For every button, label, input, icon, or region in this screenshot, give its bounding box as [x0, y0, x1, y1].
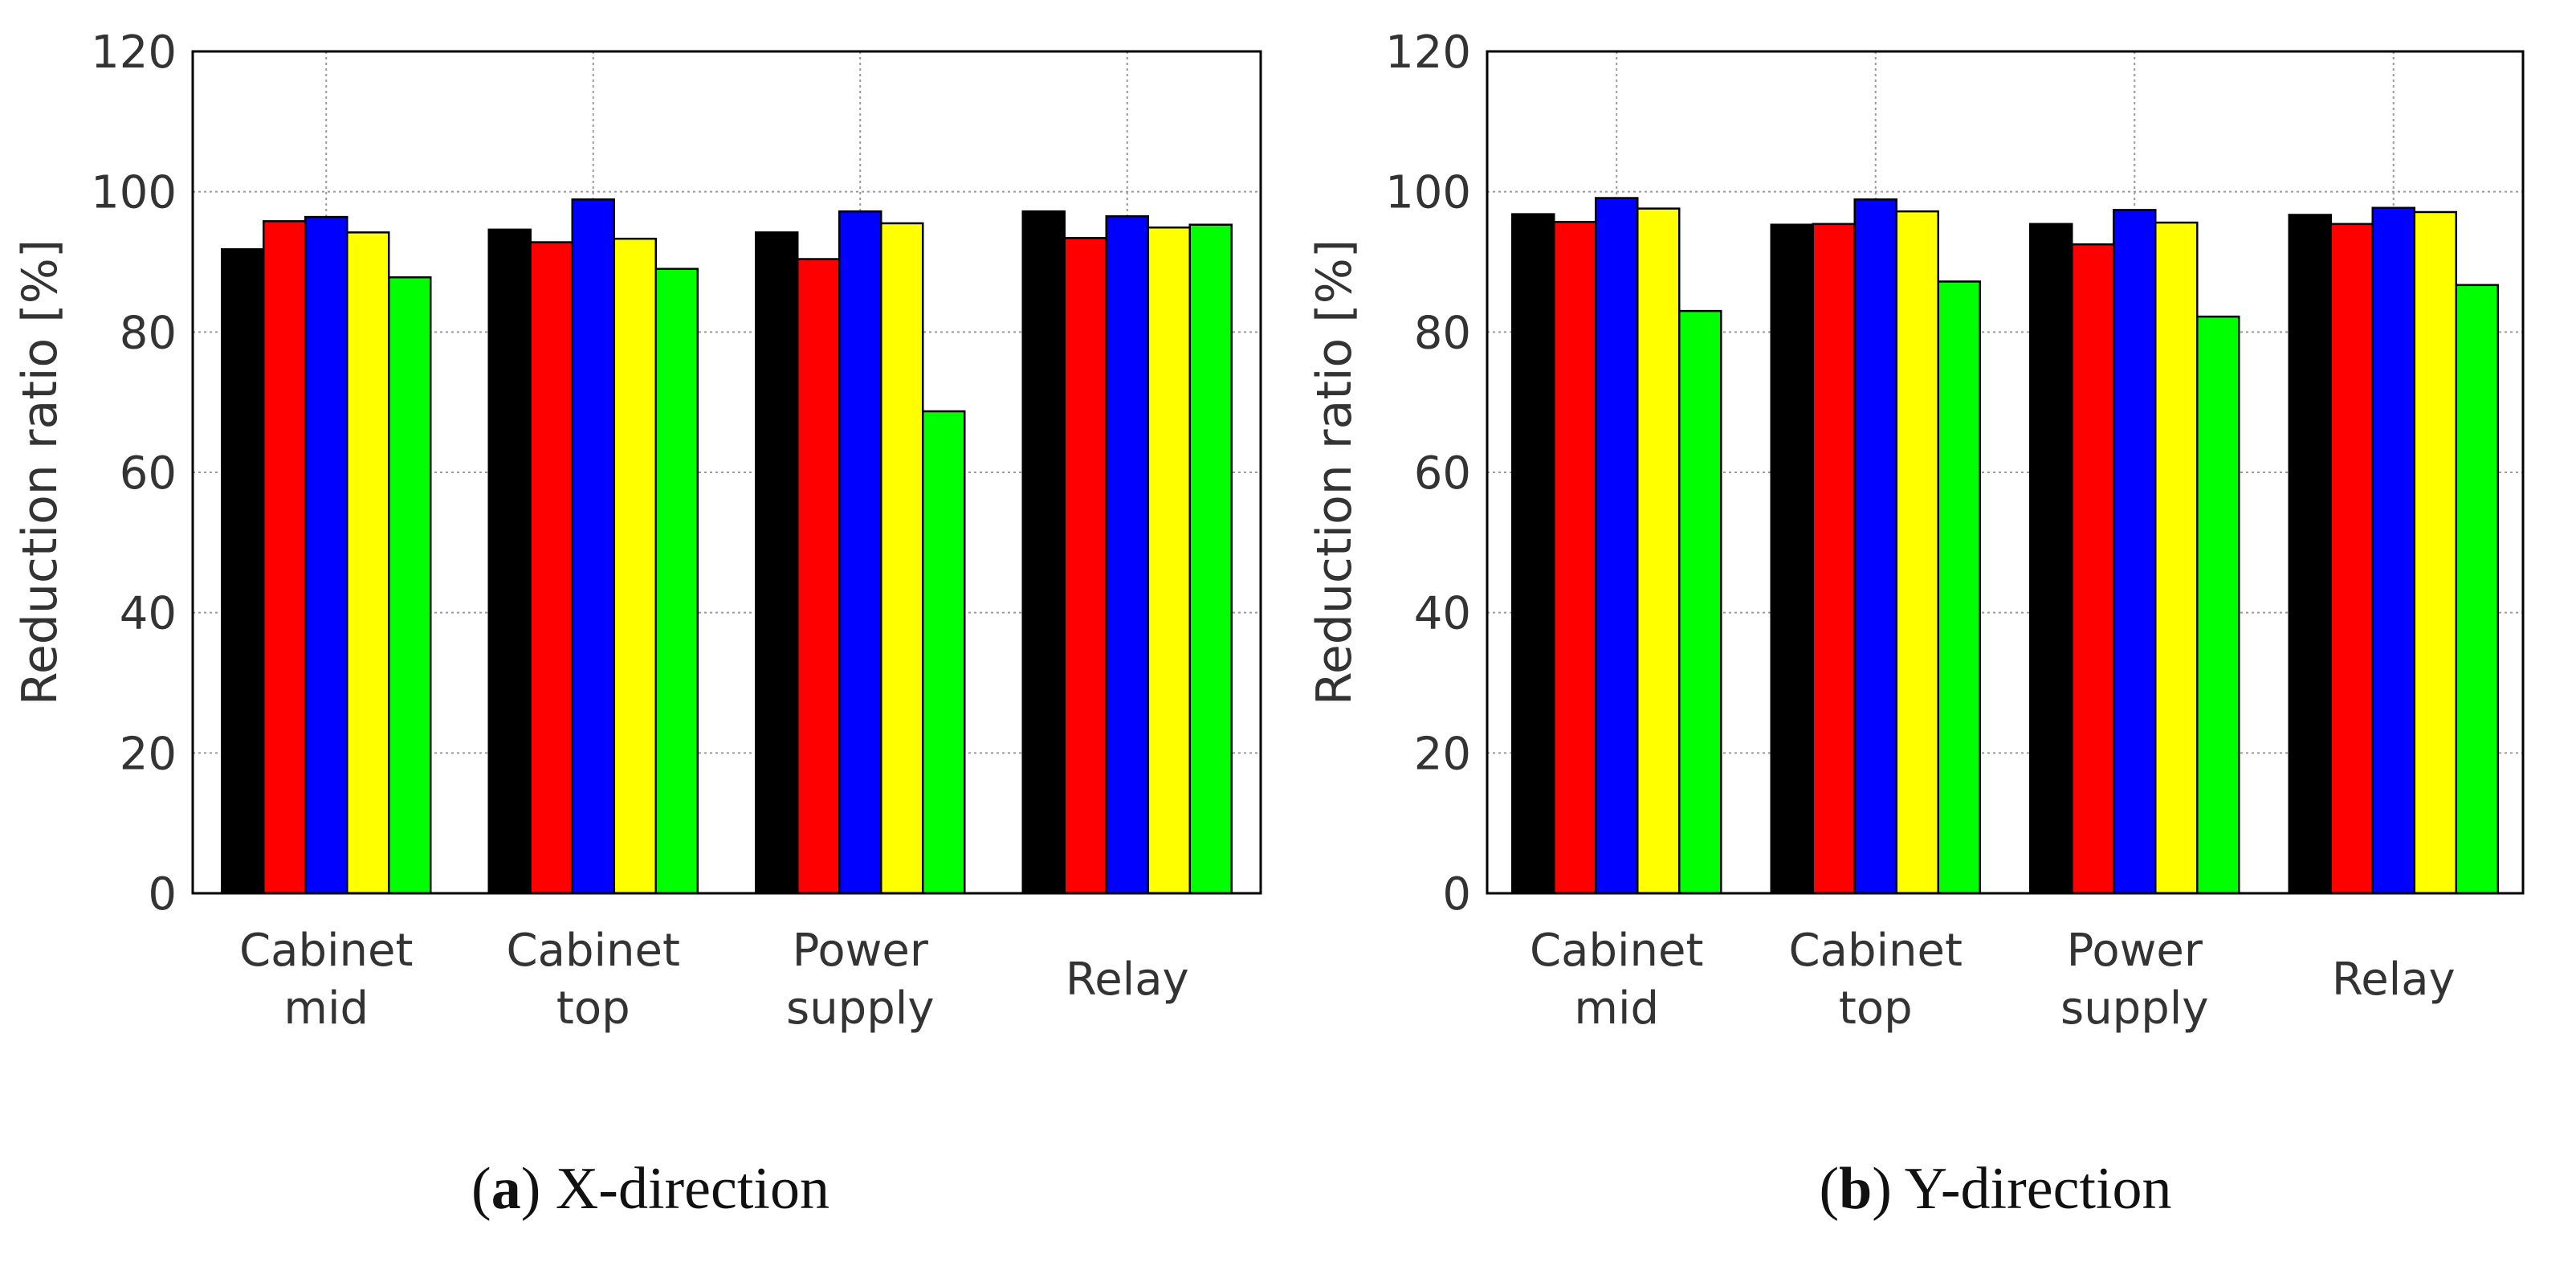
x-category-label: top	[1839, 982, 1913, 1035]
bar-power-supply-series-2	[797, 258, 841, 895]
y-tick-label: 100	[91, 167, 177, 219]
caption-text: X-direction	[556, 1156, 829, 1222]
bar-relay-series-4	[2413, 210, 2457, 895]
x-category-label: Relay	[2332, 954, 2456, 1006]
y-tick-labels: 0 20 40 60 80 100 120	[91, 27, 177, 921]
bar-cabinet-top-series-4	[1895, 210, 1939, 895]
panel-caption: (b) Y-direction	[1819, 1156, 2171, 1222]
panel-caption: (a) X-direction	[471, 1156, 829, 1222]
bar-cabinet-mid-series-3	[304, 215, 348, 895]
y-tick-label: 80	[1414, 307, 1471, 359]
chart-panel-b: 020406080100120CabinetmidCabinettopPower…	[1306, 27, 2525, 1222]
y-tick-labels: 0 20 40 60 80 100 120	[1385, 27, 1471, 921]
y-axis-label: Reduction ratio [%]	[12, 239, 68, 705]
bar-relay-series-2	[2329, 223, 2374, 895]
bar-cabinet-top-series-1	[487, 228, 532, 895]
x-category-label: Cabinet	[1789, 925, 1963, 977]
caption-open-paren: (	[471, 1156, 491, 1222]
x-category-label: top	[556, 982, 630, 1035]
bar-relay-series-4	[1147, 226, 1191, 895]
x-category-label: Relay	[1066, 954, 1189, 1006]
bar-relay-series-5	[2455, 284, 2499, 895]
x-category-label: Cabinet	[507, 925, 680, 977]
caption-close-paren: )	[521, 1156, 556, 1222]
x-category-label: Power	[793, 925, 929, 977]
bar-relay-series-2	[1063, 237, 1107, 895]
bar-cabinet-top-series-2	[529, 241, 573, 895]
y-tick-label: 60	[120, 447, 177, 500]
bars	[1511, 197, 2499, 895]
x-category-label: Power	[2067, 925, 2203, 977]
x-category-label: mid	[283, 982, 369, 1035]
bar-cabinet-mid-series-1	[221, 248, 265, 895]
y-tick-label: 80	[120, 307, 177, 359]
y-tick-label: 20	[120, 728, 177, 780]
caption-open-paren: (	[1819, 1156, 1839, 1222]
bar-cabinet-top-series-4	[613, 237, 657, 895]
bar-cabinet-top-series-3	[1853, 198, 1897, 895]
bar-cabinet-mid-series-5	[1678, 309, 1722, 895]
bar-cabinet-mid-series-2	[1553, 220, 1597, 895]
x-category-label: Cabinet	[1530, 925, 1703, 977]
caption-close-paren: )	[1872, 1156, 1904, 1222]
x-category-label: supply	[786, 982, 934, 1035]
bar-cabinet-mid-series-4	[1636, 207, 1681, 895]
y-tick-label: 120	[1385, 27, 1471, 79]
x-category-label: supply	[2060, 982, 2208, 1035]
caption-text: Y-direction	[1905, 1156, 2172, 1222]
bar-power-supply-series-4	[2154, 221, 2199, 895]
bar-cabinet-top-series-5	[654, 267, 699, 895]
y-tick-label: 20	[1414, 728, 1471, 780]
y-tick-label: 120	[91, 27, 177, 79]
bar-relay-series-5	[1188, 223, 1233, 895]
bar-power-supply-series-4	[880, 222, 924, 895]
bars	[221, 198, 1233, 895]
plot-frame	[1486, 50, 2525, 895]
bar-relay-series-1	[2288, 214, 2332, 895]
caption-letter: a	[491, 1156, 521, 1222]
bar-cabinet-mid-series-1	[1511, 213, 1555, 895]
bar-relay-series-3	[2371, 206, 2415, 895]
bar-cabinet-top-series-2	[1812, 223, 1856, 895]
y-tick-label: 0	[1442, 868, 1471, 921]
grid	[1487, 51, 2523, 893]
bar-cabinet-mid-series-2	[263, 220, 307, 895]
y-tick-label: 100	[1385, 167, 1471, 219]
chart-panel-a: 020406080100120CabinetmidCabinettopPower…	[12, 27, 1262, 1222]
y-tick-label: 40	[1414, 588, 1471, 640]
bar-cabinet-top-series-5	[1937, 280, 1981, 895]
bar-relay-series-1	[1021, 210, 1066, 895]
x-category-label: Cabinet	[239, 925, 413, 977]
bar-cabinet-mid-series-4	[346, 231, 390, 895]
y-axis-label: Reduction ratio [%]	[1306, 239, 1363, 705]
bar-power-supply-series-3	[2113, 209, 2157, 895]
caption-letter: b	[1839, 1156, 1872, 1222]
bar-power-supply-series-5	[922, 410, 966, 895]
bar-power-supply-series-3	[838, 210, 882, 895]
y-tick-label: 60	[1414, 447, 1471, 500]
bar-power-supply-series-1	[755, 231, 799, 895]
bar-power-supply-series-1	[2029, 223, 2073, 895]
bar-power-supply-series-2	[2071, 243, 2115, 895]
x-category-label: mid	[1574, 982, 1659, 1035]
bar-cabinet-top-series-3	[571, 198, 615, 895]
bar-cabinet-mid-series-3	[1595, 197, 1639, 895]
y-tick-label: 0	[148, 868, 177, 921]
bar-cabinet-top-series-1	[1770, 223, 1814, 895]
bar-cabinet-mid-series-5	[388, 276, 432, 895]
y-tick-label: 40	[120, 588, 177, 640]
plot-frame	[191, 50, 1262, 895]
bar-relay-series-3	[1105, 214, 1149, 895]
bar-power-supply-series-5	[2196, 315, 2240, 895]
